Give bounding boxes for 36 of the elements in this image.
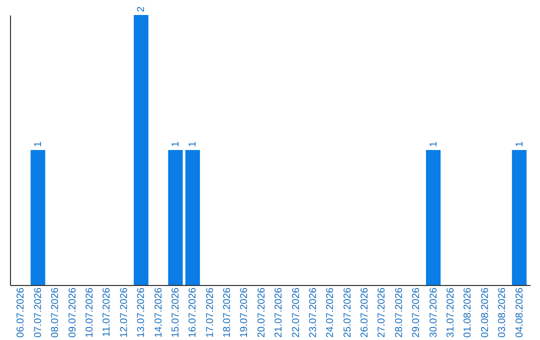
data-label: 1 bbox=[32, 141, 44, 147]
x-tick-label: 31.07.2026 bbox=[445, 287, 456, 338]
data-label: 1 bbox=[514, 141, 526, 147]
data-label: 1 bbox=[428, 141, 440, 147]
x-tick-label: 16.07.2026 bbox=[188, 287, 199, 338]
x-tick-label: 18.07.2026 bbox=[222, 287, 234, 338]
x-tick-label: 27.07.2026 bbox=[376, 287, 388, 338]
x-tick-label: 07.07.2026 bbox=[32, 287, 44, 338]
x-tick-label: 23.07.2026 bbox=[308, 287, 319, 338]
x-tick-label: 02.08.2026 bbox=[480, 287, 491, 338]
x-tick-label: 28.07.2026 bbox=[394, 287, 405, 338]
x-tick-label: 30.07.2026 bbox=[428, 287, 440, 338]
x-tick-label: 22.07.2026 bbox=[290, 287, 302, 338]
x-tick-label: 06.07.2026 bbox=[16, 287, 27, 338]
x-tick-label: 24.07.2026 bbox=[325, 287, 336, 338]
x-tick-label: 10.07.2026 bbox=[84, 287, 96, 338]
x-tick-label: 26.07.2026 bbox=[360, 287, 371, 338]
x-tick-label: 09.07.2026 bbox=[67, 287, 78, 338]
x-tick-label: 17.07.2026 bbox=[204, 287, 216, 338]
x-tick-label: 08.07.2026 bbox=[50, 287, 62, 338]
x-tick-label: 20.07.2026 bbox=[256, 287, 268, 338]
x-tick-label: 11.07.2026 bbox=[102, 287, 113, 337]
x-tick-label: 25.07.2026 bbox=[342, 287, 354, 338]
x-tick-label: 04.08.2026 bbox=[514, 287, 526, 338]
x-tick-label: 14.07.2026 bbox=[153, 287, 164, 338]
data-label: 1 bbox=[188, 141, 199, 147]
x-tick-label: 12.07.2026 bbox=[118, 287, 130, 338]
data-label: 1 bbox=[170, 141, 182, 147]
x-tick-label: 29.07.2026 bbox=[411, 287, 422, 338]
x-tick-label: 19.07.2026 bbox=[239, 287, 250, 338]
x-tick-label: 03.08.2026 bbox=[497, 287, 508, 338]
x-tick-label: 15.07.2026 bbox=[170, 287, 182, 338]
x-tick-label: 01.08.2026 bbox=[462, 287, 474, 338]
data-label: 2 bbox=[136, 6, 148, 12]
x-tick-label: 13.07.2026 bbox=[136, 287, 148, 338]
x-tick-label: 21.07.2026 bbox=[274, 287, 285, 338]
